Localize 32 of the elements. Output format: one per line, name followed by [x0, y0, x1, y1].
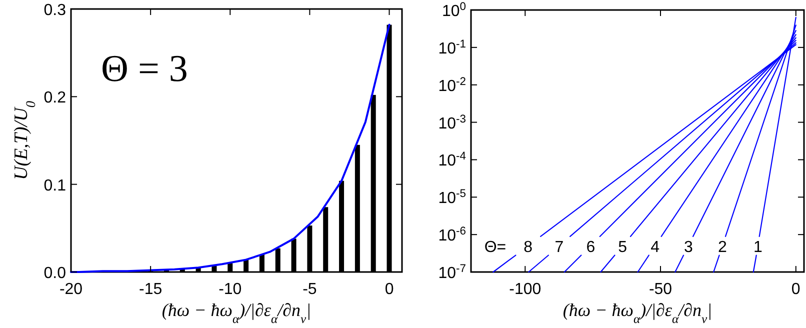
series-label: 8 [524, 238, 533, 256]
series-label: 2 [718, 238, 728, 256]
y-tick-label: 10$^{-2}$ [438, 76, 466, 95]
y-tick-label: 0.1 [44, 177, 66, 194]
y-tick-label: 10$^{-6}$ [438, 226, 466, 245]
y-tick-label: 10$^{-4}$ [438, 150, 466, 170]
series-label: 6 [586, 238, 596, 256]
series-label: 1 [754, 238, 763, 256]
x-tick-label: 0 [384, 281, 394, 298]
y-tick-label: 10$^{-7}$ [438, 263, 466, 282]
legend-title: Θ= [484, 238, 506, 256]
series-label: 5 [618, 238, 628, 256]
y-tick-label: 0.3 [44, 2, 66, 19]
series-label: 7 [554, 238, 564, 256]
x-tick-label: -5 [302, 281, 317, 298]
x-tick-label: -20 [59, 281, 83, 298]
annotation: Θ = 3 [101, 48, 188, 90]
x-axis-title: (ħω − ħω$_{α}$)/|∂ε$_{α}$/∂n$_{ν}$| [562, 300, 712, 326]
y-tick-label: 10$^{-5}$ [438, 188, 466, 208]
x-tick-label: -50 [648, 281, 672, 298]
x-tick-label: -100 [509, 281, 542, 298]
y-tick-label: 0.2 [44, 90, 66, 107]
y-tick-label: 10$^{-1}$ [438, 38, 466, 58]
x-tick-label: -15 [139, 281, 162, 298]
series-label: 3 [684, 238, 693, 256]
y-tick-label: 10$^{0}$ [442, 1, 466, 20]
y-tick-label: 10$^{-3}$ [438, 113, 466, 132]
y-tick-label: 0.0 [44, 265, 66, 282]
x-axis-title: (ħω − ħω$_{α}$)/|∂ε$_{α}$/∂n$_{ν}$| [162, 300, 312, 326]
x-tick-label: 0 [791, 281, 800, 298]
x-tick-label: -10 [218, 281, 242, 298]
series-label: 4 [650, 238, 660, 256]
